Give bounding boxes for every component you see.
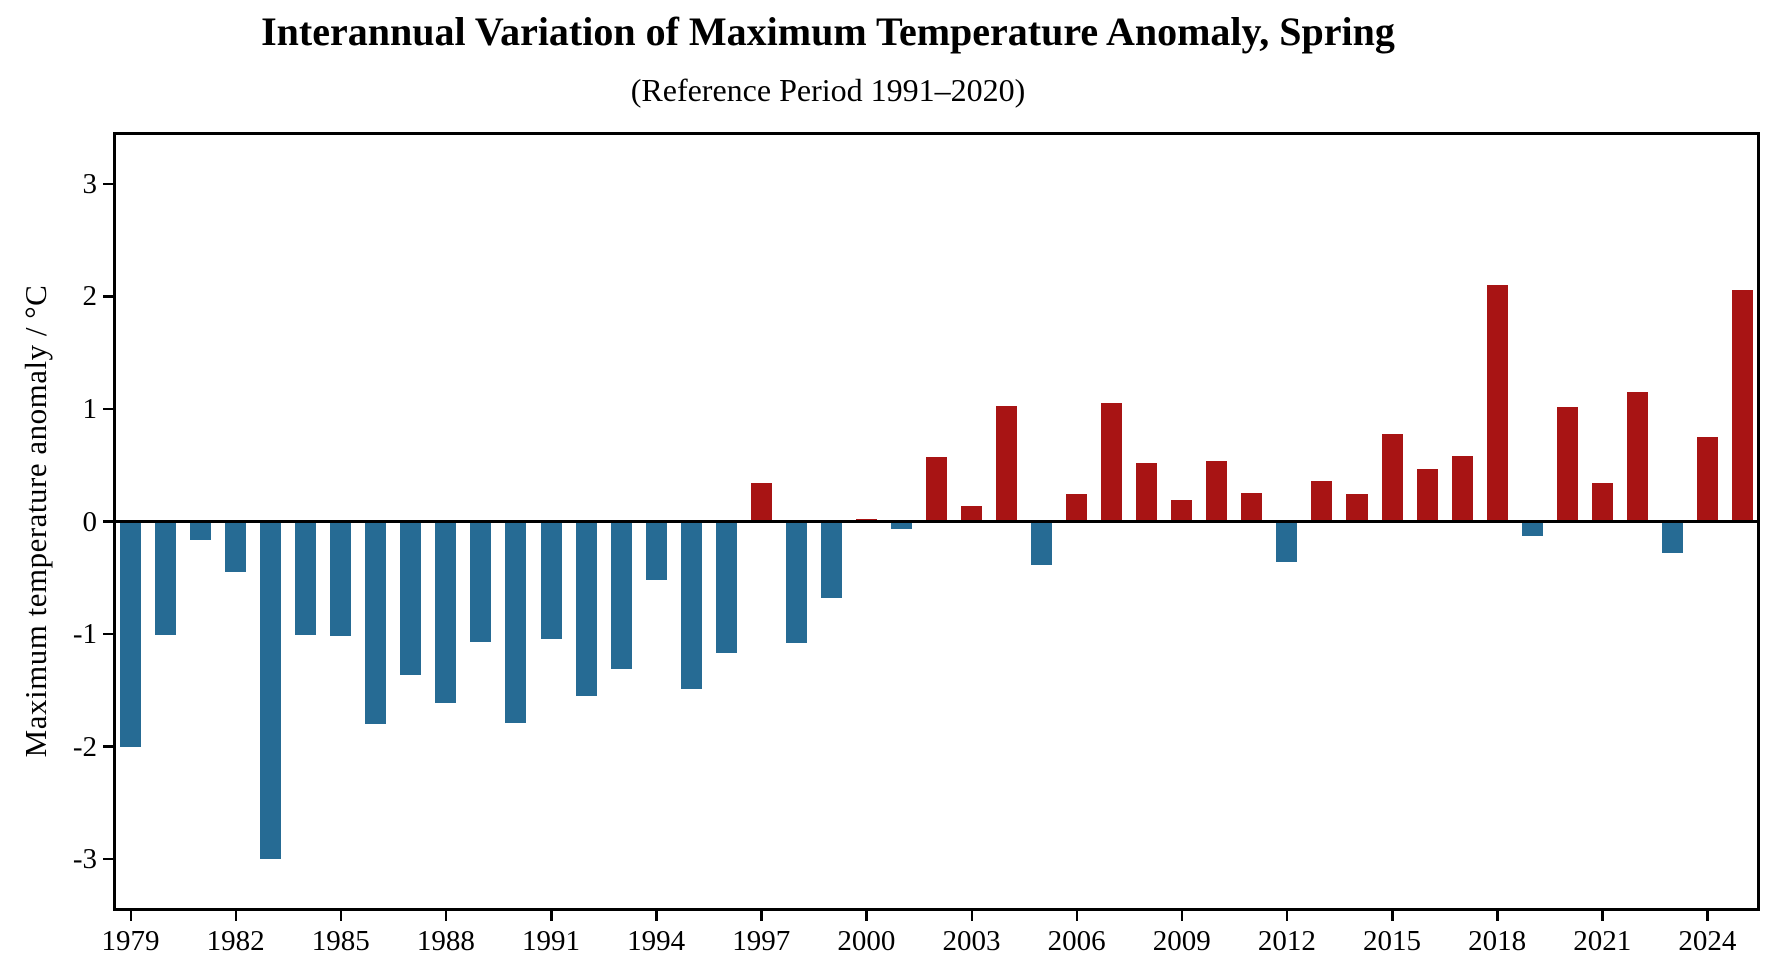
y-tick-2	[103, 295, 113, 298]
bar-1984	[295, 521, 317, 636]
bar-2025	[1731, 289, 1753, 522]
x-tick-2015	[1391, 911, 1394, 921]
x-tick-2024	[1706, 911, 1709, 921]
x-tick-label-2021: 2021	[1573, 925, 1632, 957]
bar-1981	[190, 521, 212, 540]
y-tick-label-2: 2	[82, 280, 98, 313]
bar-2008	[1136, 462, 1158, 522]
x-tick-label-1991: 1991	[522, 925, 581, 957]
bar-2009	[1171, 500, 1193, 522]
bar-2021	[1591, 483, 1613, 522]
x-tick-1994	[655, 911, 658, 921]
y-tick-1	[103, 407, 113, 411]
y-tick-label-1: 1	[82, 392, 98, 425]
bar-1991	[540, 521, 562, 639]
x-tick-2012	[1285, 911, 1289, 921]
bar-1992	[575, 521, 597, 696]
x-tick-1997	[760, 911, 763, 921]
bar-1994	[645, 521, 667, 581]
bar-1995	[680, 521, 702, 690]
y-tick--1	[103, 632, 113, 636]
bar-2012	[1276, 521, 1298, 563]
bar-1987	[400, 521, 422, 675]
y-tick-label--3: -3	[72, 843, 97, 876]
y-tick--3	[103, 857, 113, 861]
bar-1986	[365, 521, 387, 725]
bar-1993	[610, 521, 632, 669]
bar-2024	[1696, 437, 1718, 522]
y-tick--2	[103, 745, 113, 748]
x-tick-2021	[1601, 911, 1604, 921]
bar-1988	[435, 521, 457, 703]
x-tick-label-2006: 2006	[1047, 925, 1106, 957]
x-tick-label-1988: 1988	[416, 925, 475, 957]
x-tick-1991	[550, 911, 553, 921]
x-tick-1985	[339, 911, 343, 921]
bar-2006	[1066, 494, 1088, 522]
x-tick-label-1982: 1982	[206, 925, 265, 957]
x-tick-2000	[865, 911, 868, 921]
bar-1980	[155, 521, 177, 636]
bar-2004	[996, 405, 1018, 522]
bar-2014	[1346, 494, 1368, 522]
chart-title: Interannual Variation of Maximum Tempera…	[261, 9, 1395, 54]
zero-line	[116, 520, 1757, 523]
y-tick-label--2: -2	[72, 730, 97, 763]
x-tick-2006	[1075, 911, 1079, 921]
y-tick-label-0: 0	[82, 505, 98, 538]
y-tick-label-3: 3	[82, 167, 98, 200]
bar-2007	[1101, 403, 1123, 522]
bar-2003	[961, 505, 983, 522]
x-tick-1979	[129, 911, 133, 921]
bar-2020	[1556, 406, 1578, 522]
plot-area	[113, 132, 1760, 911]
bar-2022	[1626, 392, 1648, 522]
bar-1983	[260, 521, 282, 860]
bar-1999	[820, 521, 842, 599]
x-tick-2018	[1496, 911, 1499, 921]
bar-2011	[1241, 493, 1263, 522]
bar-1997	[750, 483, 772, 522]
x-tick-1988	[444, 911, 448, 921]
x-tick-label-2003: 2003	[942, 925, 1001, 957]
x-tick-label-1979: 1979	[101, 925, 160, 957]
bar-2016	[1416, 468, 1438, 522]
x-tick-1982	[234, 911, 238, 921]
bar-2015	[1381, 433, 1403, 522]
bar-1989	[470, 521, 492, 642]
x-tick-label-1985: 1985	[311, 925, 370, 957]
y-tick-3	[103, 182, 113, 186]
chart-subtitle: (Reference Period 1991–2020)	[630, 72, 1026, 108]
bar-2010	[1206, 460, 1228, 522]
bar-2001	[890, 521, 912, 530]
x-tick-label-2012: 2012	[1257, 925, 1316, 957]
bar-1982	[225, 521, 247, 573]
x-tick-label-2009: 2009	[1152, 925, 1211, 957]
x-tick-label-2018: 2018	[1468, 925, 1527, 957]
bar-2013	[1311, 480, 1333, 522]
x-tick-label-2015: 2015	[1363, 925, 1422, 957]
x-tick-label-2000: 2000	[837, 925, 896, 957]
x-tick-2009	[1180, 911, 1184, 921]
bar-2023	[1661, 521, 1683, 554]
bar-2018	[1486, 285, 1508, 522]
x-tick-label-1994: 1994	[627, 925, 686, 957]
x-tick-label-2024: 2024	[1678, 925, 1737, 957]
bar-1990	[505, 521, 527, 723]
bar-2019	[1521, 521, 1543, 537]
x-tick-label-1997: 1997	[732, 925, 791, 957]
bar-1979	[120, 521, 142, 747]
bar-2005	[1031, 521, 1053, 566]
bar-2002	[925, 457, 947, 522]
bar-2017	[1451, 456, 1473, 522]
x-tick-2003	[970, 911, 974, 921]
bar-1998	[785, 521, 807, 644]
y-tick-label--1: -1	[72, 618, 97, 651]
bar-1985	[330, 521, 352, 637]
bar-1996	[715, 521, 737, 654]
y-tick-0	[103, 520, 113, 523]
